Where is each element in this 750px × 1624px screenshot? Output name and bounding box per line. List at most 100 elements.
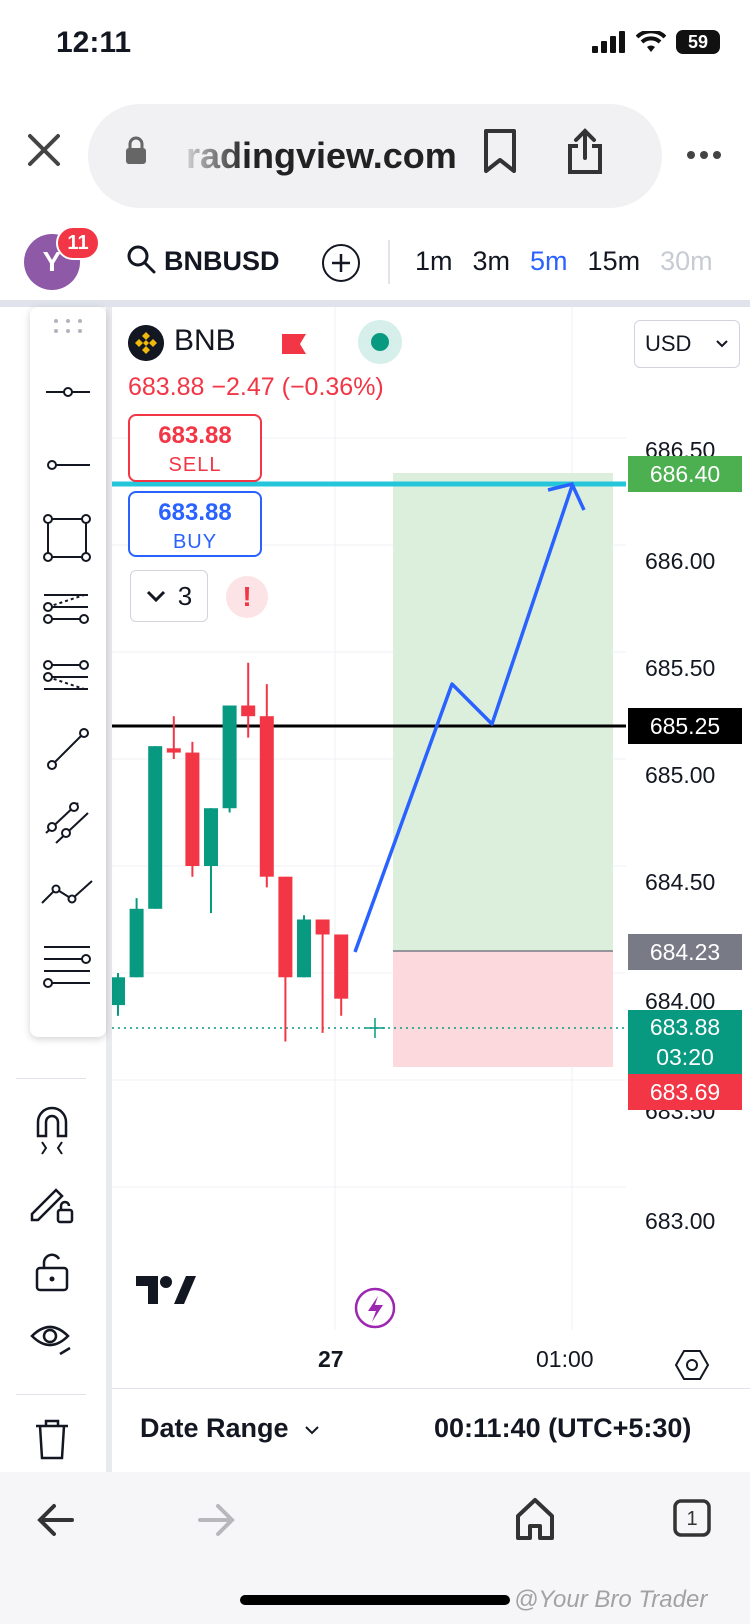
candle-up[interactable] [129,908,144,978]
long-position-tool-icon[interactable] [43,594,89,624]
interval-1m[interactable]: 1m [415,246,453,276]
candle-up[interactable] [148,746,163,909]
target-price-label[interactable]: 686.40 [628,456,742,492]
battery-indicator: 59 [676,30,720,54]
stop-price-label[interactable]: 683.69 [628,1074,742,1110]
settings-hex-icon[interactable] [674,1350,710,1380]
buy-label: BUY [172,531,218,553]
fib-retracement-tool-icon[interactable] [43,946,91,988]
status-dot [371,333,389,351]
candle-down[interactable] [315,919,330,935]
search-icon[interactable] [126,244,156,274]
more-options-icon[interactable] [686,150,722,160]
candle-down[interactable] [241,705,256,717]
drag-handle-icon[interactable] [54,319,82,333]
bookmark-icon[interactable] [482,128,518,174]
notification-badge: 11 [56,226,100,260]
sell-price: 683.88 [158,422,232,449]
magnet-icon[interactable] [32,1106,72,1156]
date-range-button[interactable]: Date Range [140,1413,320,1444]
interval-15m[interactable]: 15m [587,246,641,276]
symbol-name[interactable]: BNB [174,324,236,357]
price-tick: 686.00 [645,548,716,574]
horizontal-line-tool-icon[interactable] [46,387,90,397]
chart-canvas[interactable] [0,307,750,1387]
line-price-label[interactable]: 685.25 [628,708,742,744]
path-tool-icon[interactable] [41,880,93,904]
arrow-head [547,481,586,511]
date-range-label: Date Range [140,1413,289,1443]
sell-label: SELL [168,454,222,476]
close-icon[interactable] [26,132,62,168]
wifi-icon [636,31,666,52]
short-position-tool-icon[interactable] [43,660,89,690]
candle-down[interactable] [259,716,274,877]
toolbar-separator [388,240,390,284]
market-status-indicator[interactable] [358,320,402,364]
timezone-clock[interactable]: 00:11:40 (UTC+5:30) [434,1413,692,1443]
time-label: 01:00 [536,1346,594,1372]
address-bar[interactable] [88,104,662,208]
candle-up[interactable] [204,808,218,866]
left-rail-edge [0,307,30,1477]
candle-up[interactable] [222,705,237,809]
horizontal-ray-tool-icon[interactable] [47,460,90,470]
symbol-search[interactable]: BNBUSD [164,246,280,276]
candle-down[interactable] [334,934,349,999]
flag-icon[interactable] [280,330,308,358]
forward-arrow-icon[interactable] [196,1502,236,1538]
bar-countdown: 03:20 [656,1044,714,1070]
bnb-logo-icon [128,325,164,361]
status-time: 12:11 [56,26,132,59]
target-zone[interactable] [393,473,613,951]
interval-30m[interactable]: 30m [660,246,713,276]
candle-down[interactable] [166,748,181,753]
drawing-tools-drawer [30,307,106,1037]
rail-separator [16,1078,86,1079]
parallel-channel-tool-icon[interactable] [45,802,89,844]
price-tick: 685.00 [645,762,716,788]
buy-button[interactable]: 683.88 BUY [128,491,262,557]
tabs-count-icon[interactable]: 1 [672,1498,712,1538]
alert-icon[interactable]: ! [226,576,268,618]
sell-button[interactable]: 683.88 SELL [128,414,262,482]
candles [111,662,349,1042]
interval-3m[interactable]: 3m [472,246,511,276]
trash-icon[interactable] [34,1418,70,1460]
candle-up[interactable] [111,977,125,1006]
replay-icon[interactable] [354,1287,396,1329]
eye-icon[interactable] [30,1320,76,1360]
buy-price: 683.88 [158,499,232,526]
url-text[interactable]: radingview.com [186,135,457,176]
interval-tabs: 1m 3m 5m 15m 30m [415,246,713,277]
stop-zone[interactable] [393,951,613,1067]
price-tick: 684.50 [645,869,716,895]
svg-text:1: 1 [686,1508,697,1530]
compare-symbol-button[interactable] [322,244,360,282]
home-indicator [240,1595,510,1605]
entry-price-label[interactable]: 684.23 [628,934,742,970]
trend-line-tool-icon[interactable] [47,728,89,770]
rail-separator [16,1394,86,1395]
back-arrow-icon[interactable] [36,1502,76,1538]
status-icons: 59 [592,30,720,54]
cellular-signal-icon [592,31,625,53]
rectangle-tool-icon[interactable] [43,514,91,562]
interval-5m[interactable]: 5m [530,246,568,276]
toolbar-divider [0,300,750,307]
lock-drawings-pencil-icon[interactable] [28,1180,76,1224]
unlock-icon[interactable] [34,1252,70,1292]
share-icon[interactable] [566,128,604,174]
left-rail-border [106,307,112,1477]
price-tick: 685.50 [645,655,716,681]
currency-value: USD [645,331,692,356]
currency-select[interactable]: USD [634,320,740,368]
price-change: 683.88 −2.47 (−0.36%) [128,373,384,401]
drawing-tools-icons [41,319,93,988]
candle-down[interactable] [278,876,293,978]
projection-path[interactable] [353,485,574,953]
candle-up[interactable] [297,919,311,978]
orders-toggle[interactable]: 3 [130,570,208,622]
home-icon[interactable] [514,1496,556,1540]
candle-down[interactable] [185,752,200,866]
